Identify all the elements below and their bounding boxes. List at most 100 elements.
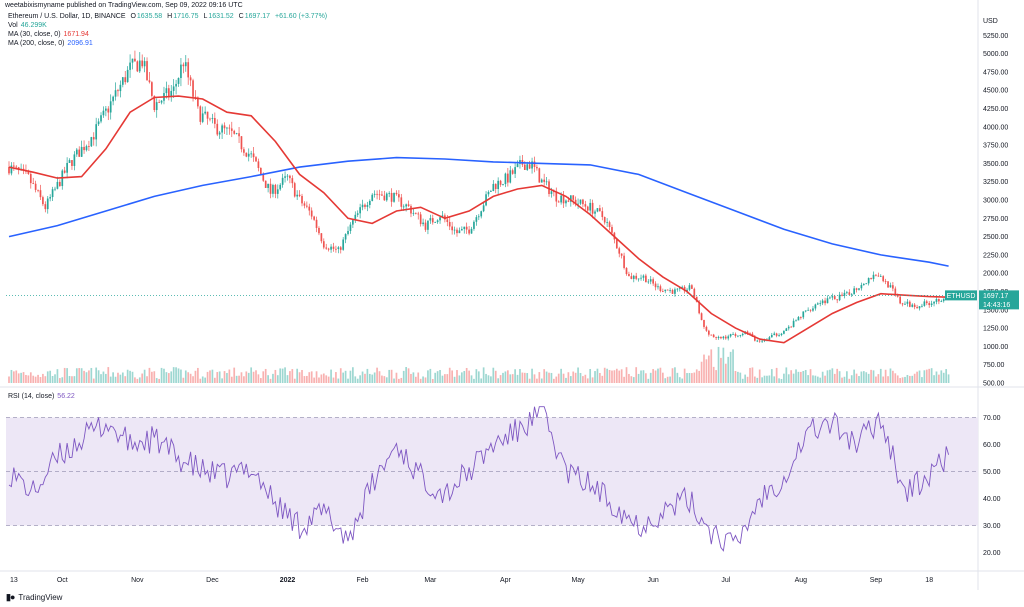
candle-body [296,194,299,197]
volume-bar [865,372,868,383]
price-tick-label: 2750.00 [983,216,1008,223]
time-tick-label: Nov [131,577,144,584]
candle-body [141,60,144,67]
volume-bar [61,377,64,383]
candle-body [555,191,558,202]
symbol-title[interactable]: Ethereum / U.S. Dollar, 1D, BINANCE [8,13,126,20]
volume-bar [114,376,117,383]
candle-body [238,133,240,137]
candle-body [841,294,843,296]
volume-bar [642,370,645,383]
volume-bar [73,376,76,383]
candle-body [310,210,313,217]
ma30-line [8,95,949,344]
candle-body [565,200,567,204]
candle-body [368,200,371,205]
volume-bar [661,372,664,383]
candle-body [143,61,146,67]
volume-bar [448,367,451,383]
candle-body [732,334,734,335]
volume-bar [252,371,255,383]
candle-body [659,286,662,292]
rsi-value: 56.22 [57,393,75,400]
candle-body [29,173,32,184]
volume-bar [637,373,640,383]
volume-bar [918,370,921,383]
candle-body [797,317,800,321]
volume-bar [870,369,872,383]
volume-bar [555,376,558,383]
volume-bar [431,378,434,383]
volume-bar [848,378,851,383]
volume-bar [826,370,829,383]
candle-body [201,113,204,122]
candle-body [930,303,933,306]
volume-bar [853,369,855,383]
volume-bar [34,376,37,383]
candle-body [322,241,325,248]
candle-body [625,267,628,275]
volume-bar [504,371,507,383]
candle-body [707,330,710,335]
candle-body [73,154,76,166]
volume-bar [659,367,662,383]
candle-body [533,161,536,167]
volume-bar [320,374,323,383]
volume-bar [44,376,47,383]
volume-bar [703,354,705,383]
candle-body [754,336,756,341]
candle-body [262,174,265,181]
price-tick-label: 4500.00 [983,88,1008,95]
volume-bar [286,375,289,383]
candle-body [901,303,904,305]
volume-bar [734,370,737,383]
price-tick-label: 2500.00 [983,234,1008,241]
ohlc-change: +61.60 (+3.77%) [274,13,328,20]
volume-bar [884,369,887,383]
volume-bar [729,351,732,383]
ma30-legend[interactable]: MA (30, close, 0) 1671.94 [8,31,89,38]
candle-body [427,220,429,230]
volume-bar [594,371,596,383]
volume-bar [901,377,904,383]
volume-bar [589,368,592,383]
volume-bar [303,376,306,383]
volume-bar [163,368,165,383]
volume-bar [368,373,371,383]
candle-body [114,90,117,97]
candle-body [812,308,814,311]
candle-body [562,195,565,204]
volume-bar [332,377,335,383]
volume-bar [298,372,301,383]
candle-body [221,125,223,133]
candle-body [398,194,400,198]
volume-bar [158,378,160,383]
candle-body [187,62,190,78]
rsi-legend[interactable]: RSI (14, close) 56.22 [8,393,75,400]
candle-body [267,183,269,188]
volume-bar [632,377,635,383]
candle-body [848,292,851,295]
candle-body [664,289,667,292]
candle-body [59,181,61,187]
candle-body [407,204,410,207]
volume-legend[interactable]: Vol 46.299K [8,22,47,29]
volume-bar [92,378,95,383]
volume-bar [126,369,129,383]
volume-bar [664,378,667,383]
candle-body [39,190,42,198]
candle-body [599,208,601,212]
volume-bar [623,376,625,383]
tradingview-brand[interactable]: ▮● TradingView [6,592,62,603]
price-tick-label: 1250.00 [983,326,1008,333]
volume-bar [337,378,340,383]
ma200-legend[interactable]: MA (200, close, 0) 2096.91 [8,40,93,47]
volume-bar [400,377,403,383]
volume-bar [700,361,703,383]
candle-body [412,212,415,214]
candle-body [306,205,308,207]
volume-bar [131,371,134,383]
candle-body [342,239,345,250]
candle-body [591,202,594,214]
